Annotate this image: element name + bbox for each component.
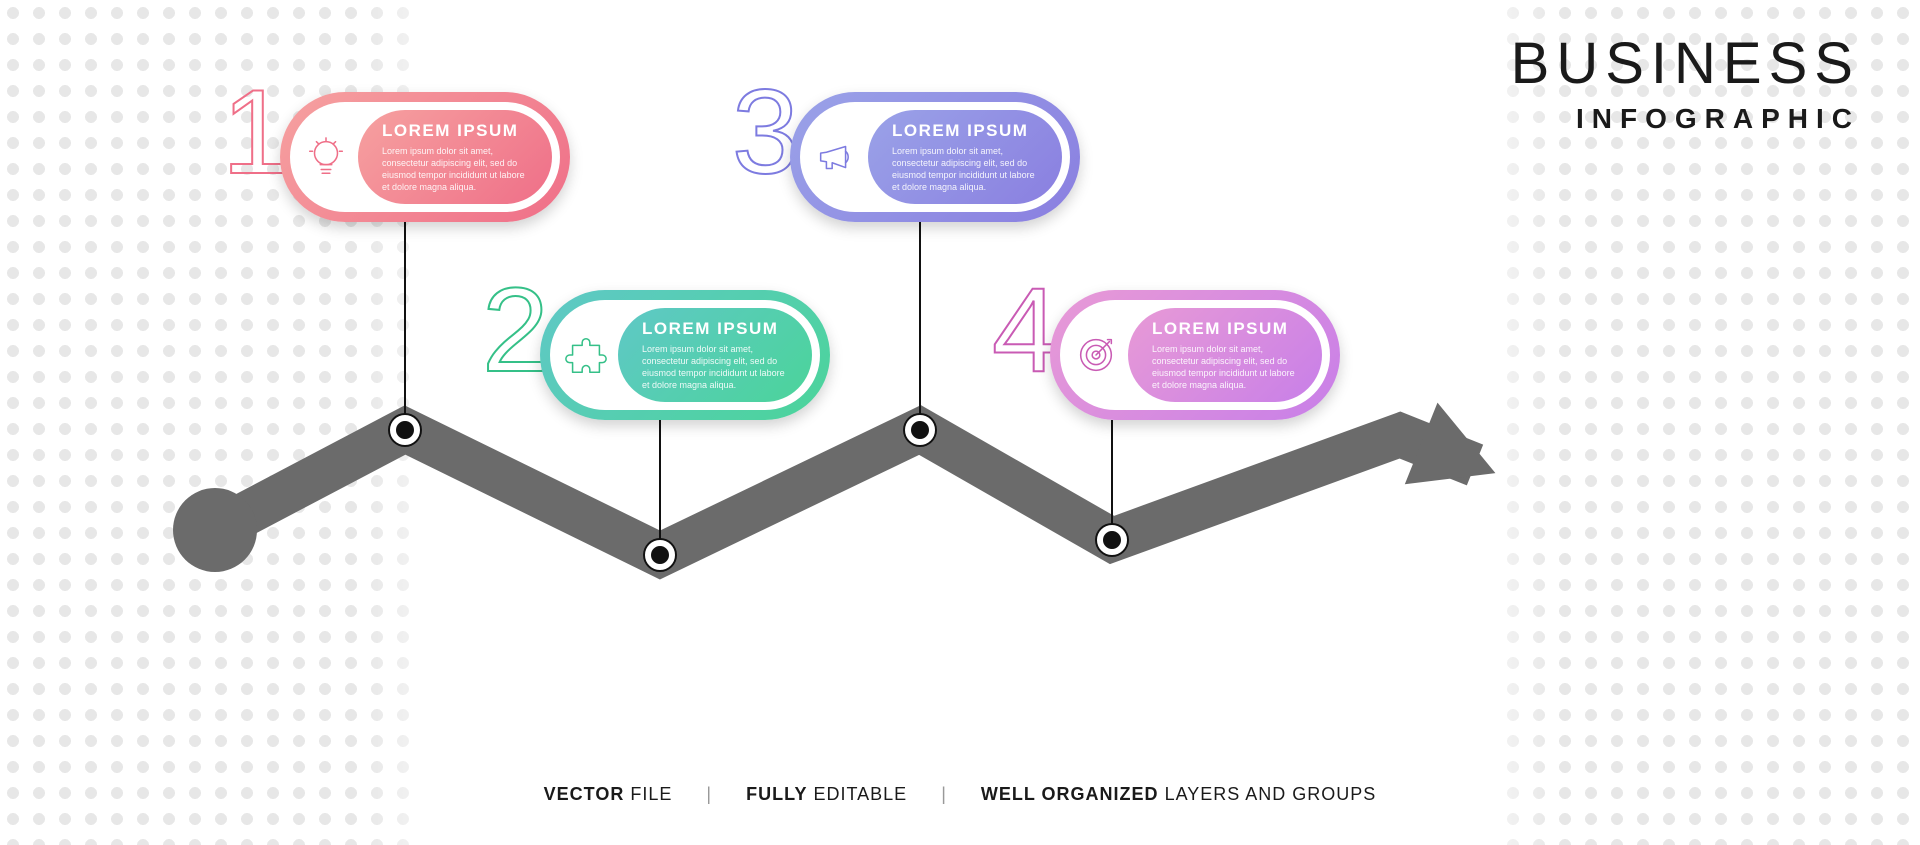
step-number: 4 [992,270,1059,390]
step-desc: Lorem ipsum dolor sit amet, consectetur … [642,343,792,392]
footer-part1-rest: FILE [630,784,672,804]
footer-part2-bold: FULLY [746,784,807,804]
step-4: 4LOREM IPSUMLorem ipsum dolor sit amet, … [1050,290,1340,420]
step-number: 1 [222,72,289,192]
connector-line [659,420,661,555]
timeline-dot [905,415,935,445]
step-number: 3 [732,72,799,192]
footer-sep: | [706,784,712,804]
pill-inner: LOREM IPSUM Lorem ipsum dolor sit amet, c… [618,308,812,402]
step-title: LOREM IPSUM [642,319,792,339]
target-icon [1070,329,1122,381]
step-desc: Lorem ipsum dolor sit amet, consectetur … [382,145,532,194]
step-number: 2 [482,270,549,390]
connector-line [1111,420,1113,540]
pill-inner: LOREM IPSUM Lorem ipsum dolor sit amet, c… [1128,308,1322,402]
step-title: LOREM IPSUM [1152,319,1302,339]
footer-part1-bold: VECTOR [544,784,625,804]
step-3: 3LOREM IPSUMLorem ipsum dolor sit amet, … [790,92,1080,222]
footer-part3-rest: LAYERS AND GROUPS [1165,784,1377,804]
timeline-dot [390,415,420,445]
timeline-dot [645,540,675,570]
footer: VECTOR FILE | FULLY EDITABLE | WELL ORGA… [0,784,1920,805]
timeline-dot [1097,525,1127,555]
header: BUSINESS INFOGRAPHIC [1511,30,1860,135]
step-desc: Lorem ipsum dolor sit amet, consectetur … [892,145,1042,194]
footer-part3-bold: WELL ORGANIZED [981,784,1159,804]
megaphone-icon [810,131,862,183]
header-title: BUSINESS [1511,30,1860,97]
step-2: 2LOREM IPSUMLorem ipsum dolor sit amet, … [540,290,830,420]
step-desc: Lorem ipsum dolor sit amet, consectetur … [1152,343,1302,392]
pill-inner: LOREM IPSUM Lorem ipsum dolor sit amet, c… [868,110,1062,204]
lightbulb-icon [300,131,352,183]
pill-inner: LOREM IPSUM Lorem ipsum dolor sit amet, c… [358,110,552,204]
step-1: 1LOREM IPSUMLorem ipsum dolor sit amet, … [280,92,570,222]
footer-part2-rest: EDITABLE [813,784,907,804]
header-subtitle: INFOGRAPHIC [1511,103,1860,135]
puzzle-icon [560,329,612,381]
connector-line [404,222,406,430]
connector-line [919,222,921,430]
footer-sep: | [941,784,947,804]
step-title: LOREM IPSUM [382,121,532,141]
infographic-canvas: BUSINESS INFOGRAPHIC 1LOREM IPSUMLorem i… [0,0,1920,845]
step-title: LOREM IPSUM [892,121,1042,141]
